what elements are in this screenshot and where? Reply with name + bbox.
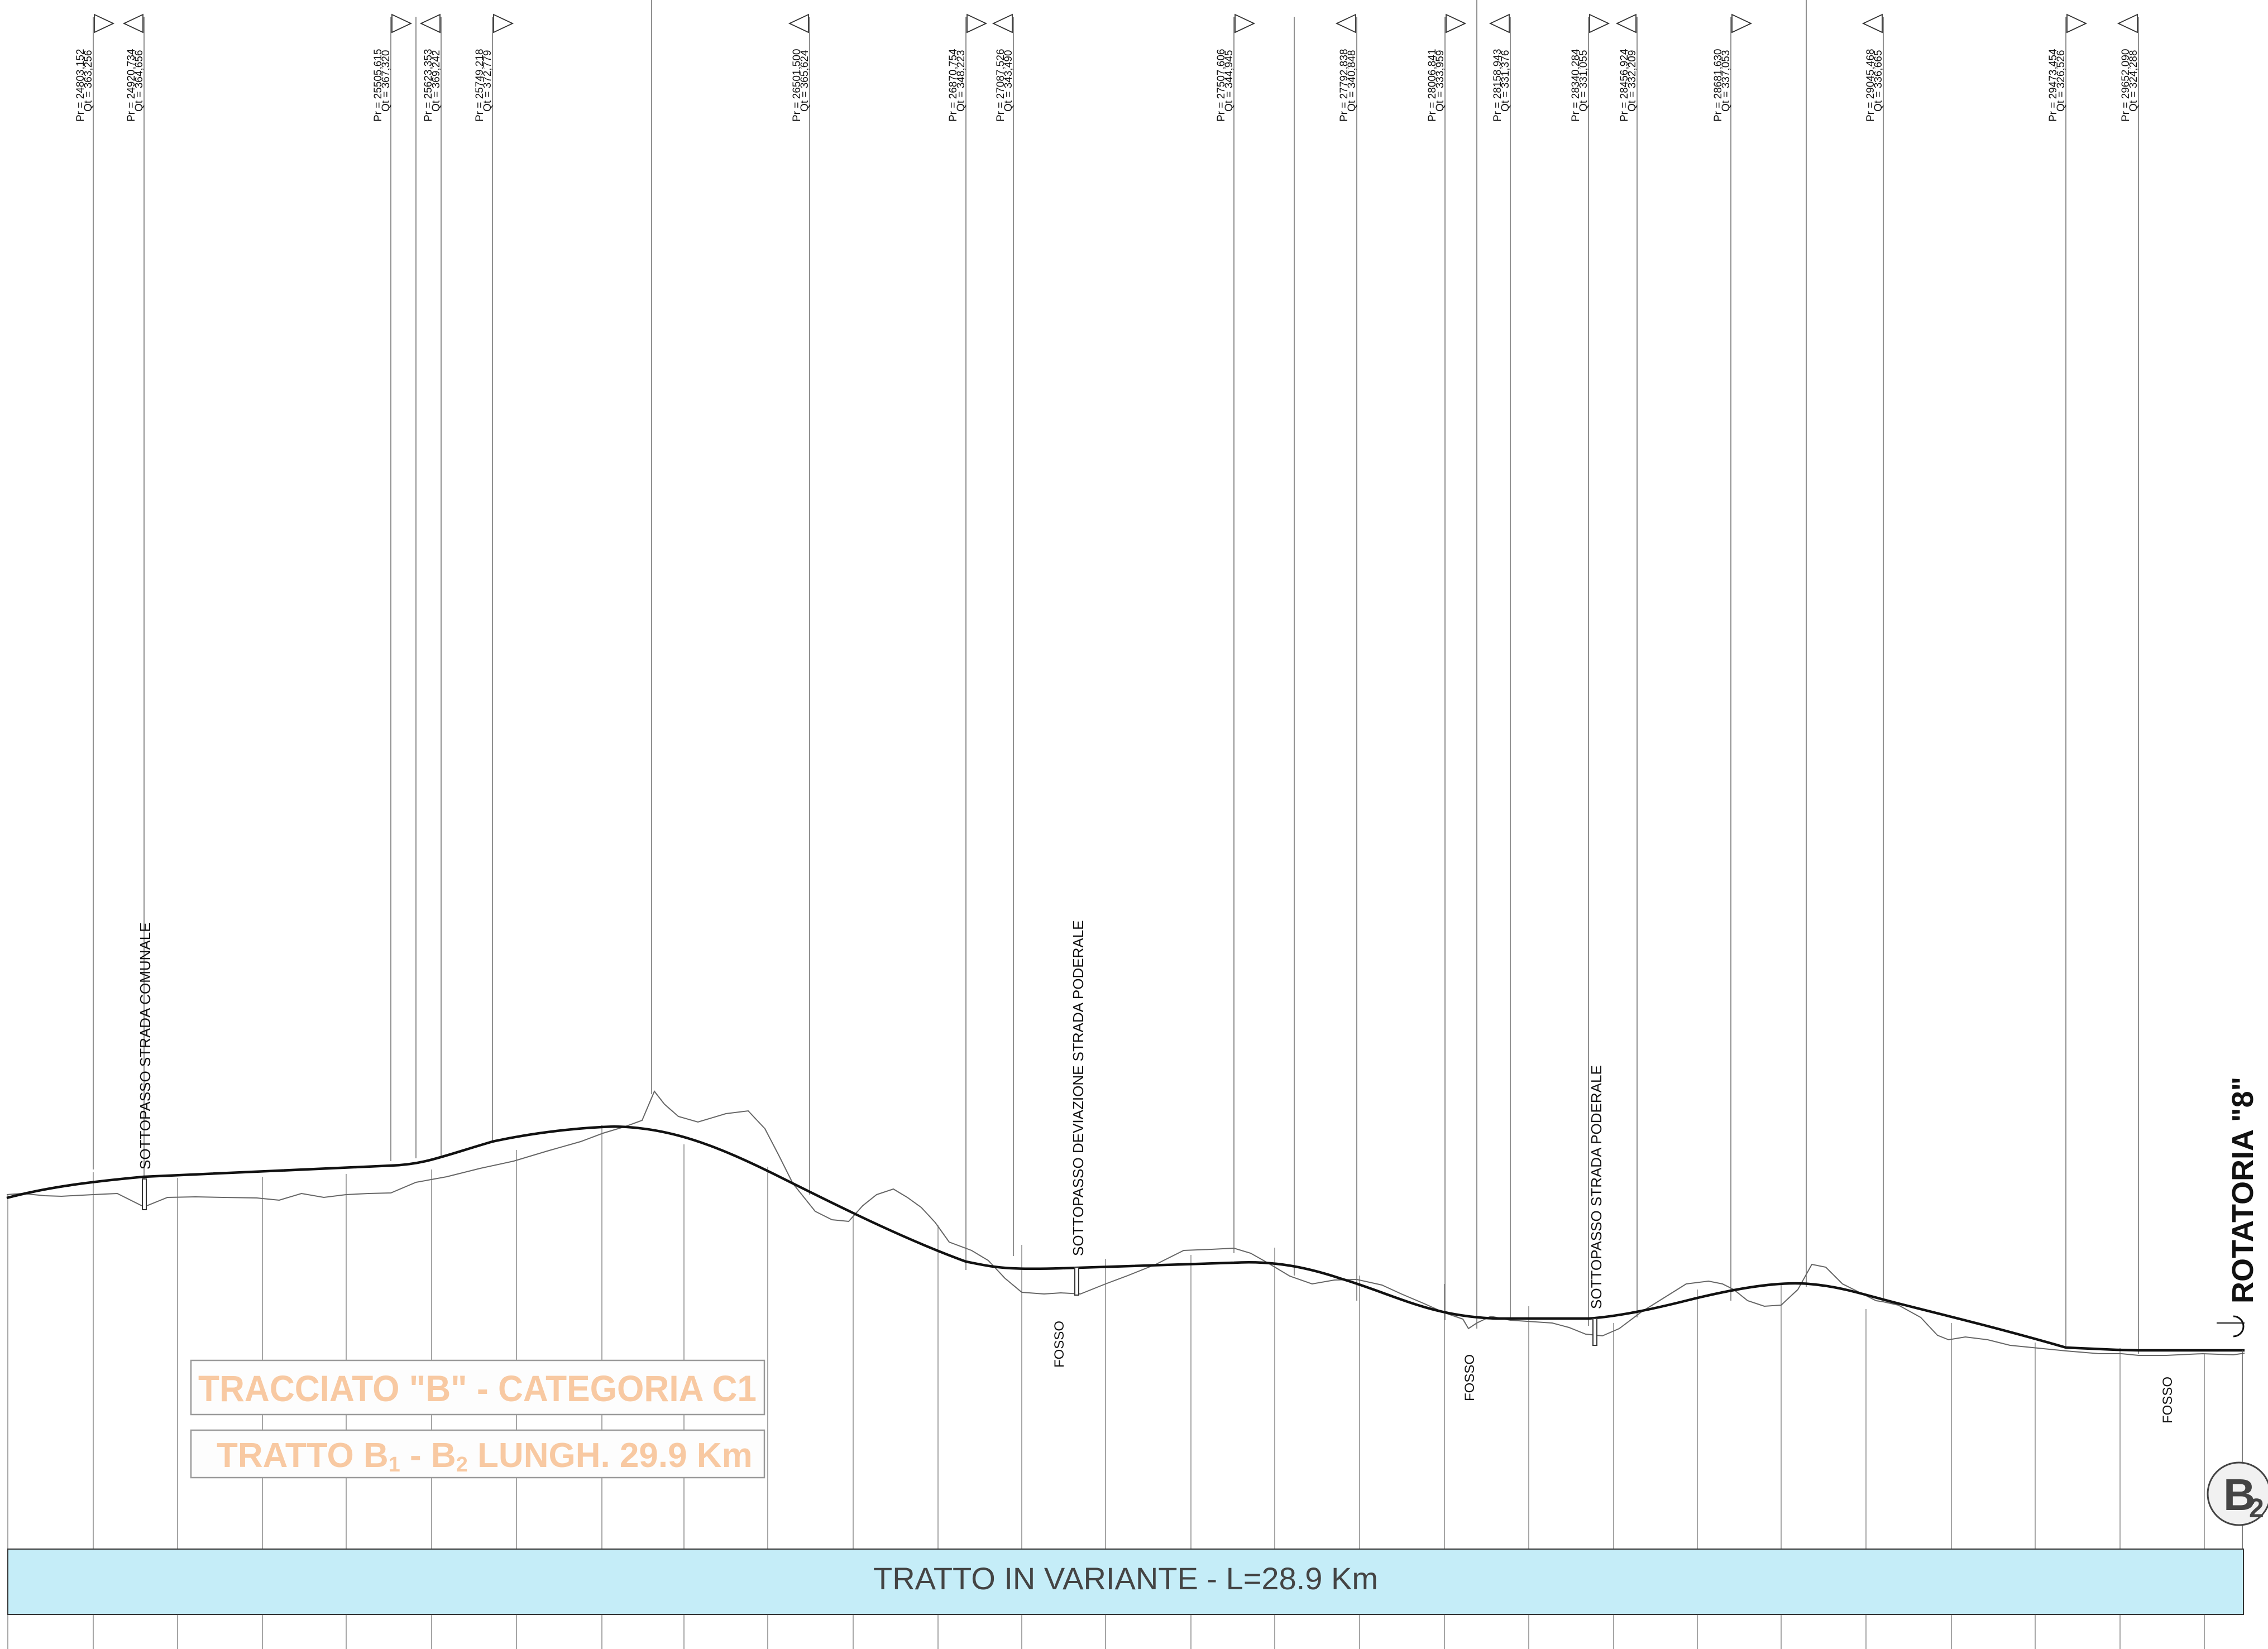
- station-pr-label: Pr = 24803,152: [75, 49, 87, 122]
- station-pr-label: Pr = 25623,353: [423, 49, 434, 122]
- station-triangle-icon: [391, 13, 413, 33]
- terrain-profile-line: [6, 1090, 2245, 1356]
- station-pr-label: Pr = 26501,500: [791, 49, 803, 122]
- station-qt-label: Qt = 367,320: [380, 50, 392, 112]
- station-qt-label: Qt = 337,053: [1720, 50, 1732, 112]
- station-qt-label: Qt = 333,959: [1434, 50, 1446, 112]
- station-pr-label: Pr = 27507,606: [1216, 49, 1227, 122]
- station-triangle-icon: [1235, 13, 1256, 33]
- station-triangle-icon: [94, 13, 115, 33]
- station-qt-label: Qt = 348,223: [955, 50, 967, 112]
- station-qt-label: Qt = 369,242: [430, 50, 442, 112]
- station-qt-label: Qt = 363,256: [83, 50, 94, 112]
- station-qt-label: Qt = 340,848: [1346, 50, 1358, 112]
- variant-band: TRATTO IN VARIANTE - L=28.9 Km: [7, 1549, 2244, 1615]
- station-pr-label: Pr = 25505,615: [372, 49, 384, 122]
- station-triangle-icon: [1615, 13, 1637, 33]
- station-qt-label: Qt = 336,665: [1873, 50, 1884, 112]
- station-triangle-icon: [788, 13, 809, 33]
- station-pr-label: Pr = 29652,090: [2120, 49, 2132, 122]
- station-pr-label: Pr = 28681,630: [1712, 49, 1724, 122]
- station-qt-label: Qt = 344,945: [1223, 50, 1235, 112]
- station-pr-label: Pr = 24920,734: [126, 49, 137, 122]
- label-rotatoria: ROTATORIA "8": [2226, 1077, 2260, 1303]
- title-box: TRACCIATO "B" - CATEGORIA C1 TRATTO B1 -…: [190, 1359, 765, 1479]
- station-qt-label: Qt = 326,526: [2055, 50, 2067, 112]
- station-qt-label: Qt = 365,624: [799, 50, 811, 112]
- station-triangle-icon: [419, 13, 441, 33]
- station-pr-label: Pr = 27087,526: [995, 49, 1007, 122]
- station-vertical-lines: [93, 0, 2139, 1354]
- station-triangle-icon: [122, 13, 143, 33]
- station-pr-label: Pr = 26870,754: [948, 49, 959, 122]
- label-fosso-3: FOSSO: [2160, 1377, 2175, 1423]
- station-triangle-icon: [1862, 13, 1883, 33]
- title-line-2: TRATTO B1 - B2 LUNGH. 29.9 Km: [217, 1436, 753, 1477]
- station-triangle-icon: [2117, 13, 2138, 33]
- station-triangle-icon: [1731, 13, 1753, 33]
- label-fosso-2: FOSSO: [1462, 1354, 1477, 1401]
- station-triangle-icon: [992, 13, 1013, 33]
- underpass-marker-icon: [142, 1178, 1597, 1346]
- station-pr-label: Pr = 27792,838: [1338, 49, 1350, 122]
- station-pr-label: Pr = 28456,924: [1619, 49, 1630, 122]
- station-qt-label: Qt = 332,209: [1626, 50, 1638, 112]
- station-qt-label: Qt = 343,490: [1003, 50, 1015, 112]
- station-pr-label: Pr = 28158,943: [1492, 49, 1504, 122]
- station-qt-label: Qt = 364,656: [133, 50, 145, 112]
- svg-text:B: B: [2223, 1470, 2256, 1519]
- station-triangle-icon: [966, 13, 988, 33]
- station-triangle-icon: [1446, 13, 1467, 33]
- station-triangle-icon: [1335, 13, 1356, 33]
- label-sottopasso-deviazione: SOTTOPASSO DEVIAZIONE STRADA PODERALE: [1070, 920, 1087, 1256]
- station-pr-label: Pr = 25749,218: [474, 49, 486, 122]
- label-sottopasso-strada-poderale: SOTTOPASSO STRADA PODERALE: [1588, 1065, 1605, 1309]
- station-qt-label: Qt = 372,779: [482, 50, 494, 112]
- label-sottopasso-strada-comunale: SOTTOPASSO STRADA COMUNALE: [137, 922, 154, 1169]
- station-pr-label: Pr = 29045,468: [1865, 49, 1877, 122]
- station-qt-label: Qt = 324,288: [2128, 50, 2140, 112]
- station-triangle-icon: [1589, 13, 1610, 33]
- station-pr-label: Pr = 29473,454: [2047, 49, 2059, 122]
- design-profile-line: [6, 1125, 2245, 1352]
- variant-band-label: TRATTO IN VARIANTE - L=28.9 Km: [873, 1561, 1378, 1596]
- station-triangle-icon: [1489, 13, 1510, 33]
- svg-text:2: 2: [2249, 1494, 2264, 1523]
- title-line-1: TRACCIATO "B" - CATEGORIA C1: [198, 1368, 757, 1409]
- station-pr-label: Pr = 28006,841: [1427, 49, 1438, 122]
- b2-end-marker: B 2: [2207, 1461, 2268, 1526]
- station-qt-label: Qt = 331,376: [1500, 50, 1511, 112]
- label-fosso-1: FOSSO: [1052, 1321, 1067, 1368]
- station-triangle-icon: [2066, 13, 2088, 33]
- station-pr-label: Pr = 28340,284: [1570, 49, 1582, 122]
- station-triangle-icon: [493, 13, 514, 33]
- station-qt-label: Qt = 331,055: [1578, 50, 1590, 112]
